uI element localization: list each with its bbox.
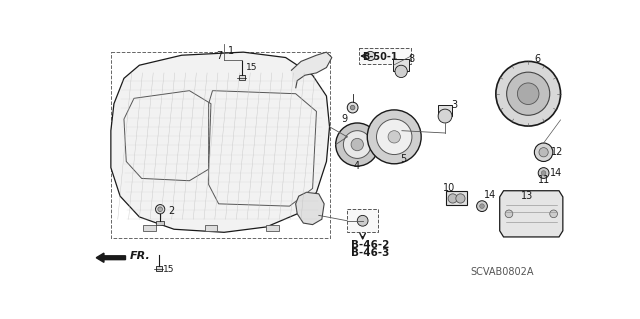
Circle shape [357,215,368,226]
Circle shape [505,210,513,218]
Circle shape [351,138,364,151]
Bar [348,209,378,232]
Circle shape [156,204,164,214]
Polygon shape [296,192,324,225]
Circle shape [336,123,379,166]
Text: 3: 3 [451,100,458,110]
Text: SCVAB0802A: SCVAB0802A [470,267,534,278]
Circle shape [350,105,355,110]
Text: 1: 1 [228,46,234,56]
Circle shape [480,204,484,208]
Text: 2: 2 [168,206,174,216]
FancyArrow shape [96,253,125,262]
Circle shape [477,201,488,211]
Circle shape [344,131,371,159]
Text: 11: 11 [538,175,550,185]
Circle shape [517,83,539,105]
Circle shape [365,51,375,61]
Bar [359,48,411,64]
Text: 4: 4 [353,161,360,172]
Text: B-46-2: B-46-2 [351,240,390,250]
Text: 8: 8 [409,54,415,64]
Circle shape [456,194,465,203]
Bar [446,191,467,204]
Bar [394,59,409,71]
Circle shape [158,207,163,211]
Circle shape [550,210,557,218]
Text: 13: 13 [520,191,532,201]
Text: 6: 6 [534,54,541,64]
Polygon shape [291,52,332,88]
Circle shape [438,109,452,123]
Circle shape [348,102,358,113]
Text: 5: 5 [401,154,406,164]
Bar [266,225,279,231]
Circle shape [496,61,561,126]
Circle shape [507,72,550,115]
Text: 9: 9 [342,114,348,124]
Text: B-46-3: B-46-3 [351,248,390,258]
Bar [156,266,162,271]
Text: 15: 15 [246,63,258,72]
Text: FR.: FR. [129,251,150,261]
Circle shape [538,168,549,178]
Bar [438,105,452,116]
Bar [239,75,245,80]
Circle shape [388,131,401,143]
Polygon shape [111,52,330,232]
Bar [143,225,156,231]
Text: 14: 14 [550,168,562,178]
Text: 12: 12 [551,147,564,157]
Text: 14: 14 [484,190,496,200]
Circle shape [395,65,407,78]
Circle shape [376,119,412,154]
Circle shape [541,171,546,175]
Bar [156,221,164,225]
Text: 15: 15 [163,265,175,274]
Circle shape [367,110,421,164]
Circle shape [448,194,458,203]
Bar [205,225,217,231]
Circle shape [539,148,548,157]
Text: 7: 7 [216,51,223,61]
Text: B-50-1: B-50-1 [362,52,397,62]
Bar [111,52,330,239]
Polygon shape [500,191,563,237]
Text: 10: 10 [443,183,455,193]
Circle shape [534,143,553,161]
